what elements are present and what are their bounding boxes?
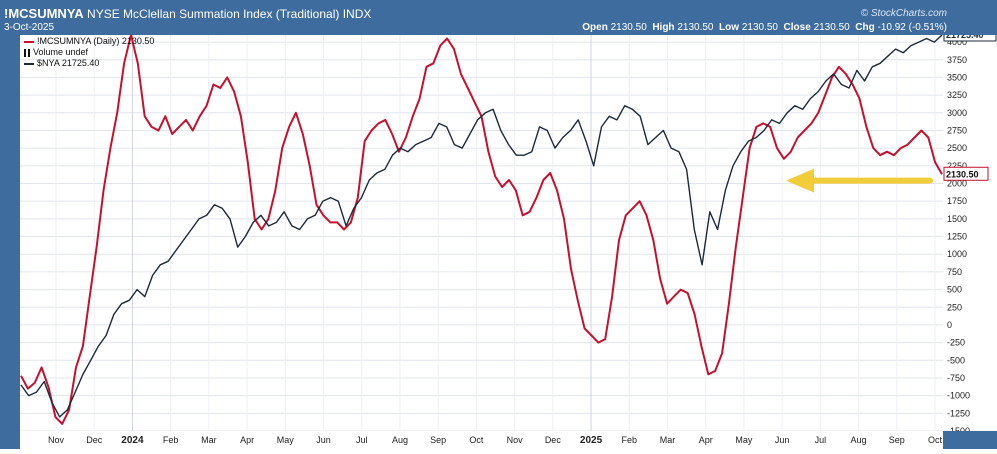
plot-svg [20, 34, 943, 432]
line-swatch-icon [24, 40, 34, 43]
y-tick-label: 3500 [947, 72, 967, 82]
y-tick-label: -1500 [947, 426, 970, 431]
x-tick-label: Sep [889, 435, 905, 445]
x-tick-label: Aug [851, 435, 867, 445]
line-swatch-icon [24, 62, 34, 65]
x-axis-svg: Nov Dec 2024 Feb Mar Apr May Jun Jul Aug Sep Oct Nov… [48, 435, 943, 446]
brand-watermark: © StockCharts.com [860, 8, 947, 19]
y-tick-label: -500 [947, 355, 965, 365]
x-tick-label: Jul [815, 435, 827, 445]
chg-label: Chg [855, 22, 875, 33]
legend: !MCSUMNYA (Daily) 2130.50 Volume undef $… [24, 36, 154, 69]
high-value: 2130.50 [677, 22, 714, 33]
chart-title: !MCSUMNYA NYSE McClellan Summation Index… [4, 6, 371, 21]
chg-value: -10.92 (-0.51%) [877, 22, 947, 33]
y-tick-label: -750 [947, 373, 965, 383]
x-tick-label: Feb [163, 435, 179, 445]
x-tick-label: Feb [622, 435, 638, 445]
x-tick-label: Nov [48, 435, 65, 445]
mcsum-line [20, 34, 943, 425]
plot-area[interactable] [20, 34, 943, 432]
y-tick-label: 2750 [947, 125, 967, 135]
volume-bars-icon [24, 48, 30, 57]
x-tick-label: Jun [316, 435, 331, 445]
svg-text:21725.40: 21725.40 [946, 35, 984, 40]
y-tick-label: 2500 [947, 143, 967, 153]
x-tick-label: Mar [201, 435, 217, 445]
close-value: 2130.50 [813, 22, 850, 33]
nya-line [20, 34, 943, 418]
y-axis-svg: 4000375035003250300027502500225020001750… [943, 27, 997, 436]
y-tick-label: 750 [947, 267, 962, 277]
y-axis: 4000 3750 3500 3250 3000 2750 2500 2250 2000 1750… [943, 27, 997, 436]
y-tick-label: 3250 [947, 90, 967, 100]
y-tick-label: 1000 [947, 249, 967, 259]
x-tick-label: Aug [392, 435, 408, 445]
x-tick-label: Apr [240, 435, 254, 445]
y-tick-label: 1250 [947, 232, 967, 242]
legend-label: !MCSUMNYA (Daily) 2130.50 [37, 36, 155, 46]
x-tick-label: May [277, 435, 295, 445]
svg-text:2130.50: 2130.50 [946, 169, 979, 179]
y-tick-label: 3750 [947, 55, 967, 65]
x-tick-label: Oct [928, 435, 943, 445]
y-tick-label: -1250 [947, 408, 970, 418]
open-value: 2130.50 [610, 22, 647, 33]
y-tick-label: 250 [947, 302, 962, 312]
ohlc-readout: Open 2130.50 High 2130.50 Low 2130.50 Cl… [582, 22, 947, 33]
last-value-nya: 21725.40 [943, 27, 997, 42]
x-tick-label: May [735, 435, 753, 445]
y-tick-label: 4000 [947, 37, 967, 47]
low-value: 2130.50 [741, 22, 778, 33]
open-label: Open [582, 22, 608, 33]
y-tick-label: -250 [947, 338, 965, 348]
symbol-description: NYSE McClellan Summation Index (Traditio… [87, 7, 340, 21]
legend-item-mcsum: !MCSUMNYA (Daily) 2130.50 [24, 36, 154, 47]
x-tick-label: 2024 [121, 435, 144, 446]
exchange-label: INDX [342, 7, 372, 21]
legend-label: $NYA 21725.40 [37, 58, 100, 68]
legend-item-nya: $NYA 21725.40 [24, 58, 154, 69]
x-tick-label: Sep [430, 435, 446, 445]
close-label: Close [783, 22, 811, 33]
y-tick-label: 2250 [947, 161, 967, 171]
x-tick-label: Mar [660, 435, 676, 445]
x-tick-label: Nov [507, 435, 524, 445]
chart-header: !MCSUMNYA NYSE McClellan Summation Index… [0, 0, 997, 35]
x-tick-label: Dec [86, 435, 103, 445]
legend-label: Volume undef [33, 47, 89, 57]
chart-date: 3-Oct-2025 [4, 22, 55, 33]
y-tick-label: 3000 [947, 108, 967, 118]
annotation-arrow [786, 168, 933, 193]
last-value-mcsum: 2130.50 [943, 166, 989, 181]
x-tick-label: Apr [699, 435, 713, 445]
y-tick-label: 1750 [947, 196, 967, 206]
x-tick-label: Oct [469, 435, 484, 445]
legend-item-volume: Volume undef [24, 47, 154, 58]
x-tick-label: 2025 [580, 435, 603, 446]
y-tick-label: 500 [947, 285, 962, 295]
x-tick-label: Dec [545, 435, 562, 445]
y-tick-label: -1000 [947, 391, 970, 401]
high-label: High [652, 22, 675, 33]
low-label: Low [719, 22, 740, 33]
x-axis: Nov Dec 2024 Feb Mar Apr May Jun Jul Aug Sep Oct Nov… [20, 431, 943, 449]
symbol-label: !MCSUMNYA [4, 6, 84, 21]
y-tick-label: 0 [947, 320, 952, 330]
y-tick-label: 2000 [947, 179, 967, 189]
y-tick-label: 1500 [947, 214, 967, 224]
x-tick-label: Jul [356, 435, 368, 445]
x-tick-label: Jun [775, 435, 790, 445]
